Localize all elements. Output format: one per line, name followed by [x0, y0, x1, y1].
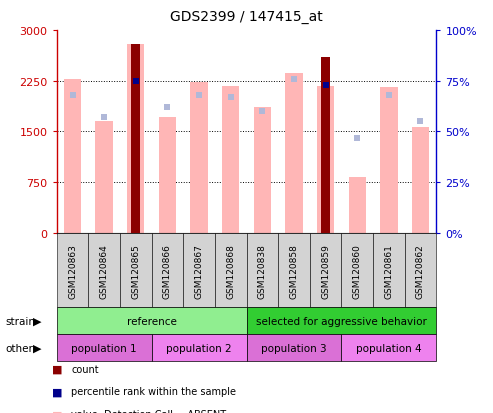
Text: population 1: population 1	[71, 343, 137, 353]
Text: GSM120867: GSM120867	[195, 243, 204, 298]
Text: percentile rank within the sample: percentile rank within the sample	[71, 387, 237, 396]
Bar	[131, 45, 140, 233]
Text: GSM120866: GSM120866	[163, 243, 172, 298]
Text: population 4: population 4	[356, 343, 422, 353]
Text: GSM120859: GSM120859	[321, 243, 330, 298]
Bar	[159, 117, 176, 233]
Text: GSM120865: GSM120865	[131, 243, 141, 298]
Text: ▶: ▶	[33, 316, 41, 326]
Text: GSM120863: GSM120863	[68, 243, 77, 298]
Text: GSM120864: GSM120864	[100, 243, 108, 298]
Text: selected for aggressive behavior: selected for aggressive behavior	[256, 316, 427, 326]
Bar	[127, 45, 144, 233]
Bar	[317, 87, 334, 233]
Bar	[285, 74, 303, 233]
Text: ■: ■	[52, 387, 62, 396]
Text: GSM120868: GSM120868	[226, 243, 235, 298]
Bar	[321, 58, 330, 233]
Bar	[380, 88, 397, 233]
Text: GSM120860: GSM120860	[352, 243, 362, 298]
Text: GSM120838: GSM120838	[258, 243, 267, 298]
Bar	[222, 87, 240, 233]
Bar	[349, 177, 366, 233]
Bar	[412, 128, 429, 233]
Bar	[190, 83, 208, 233]
Text: reference: reference	[127, 316, 176, 326]
Text: strain: strain	[5, 316, 35, 326]
Text: ▶: ▶	[33, 343, 41, 353]
Bar	[253, 108, 271, 233]
Bar	[96, 122, 113, 233]
Text: other: other	[5, 343, 33, 353]
Text: value, Detection Call = ABSENT: value, Detection Call = ABSENT	[71, 409, 227, 413]
Text: ■: ■	[52, 409, 62, 413]
Text: population 2: population 2	[166, 343, 232, 353]
Text: count: count	[71, 364, 99, 374]
Text: GSM120862: GSM120862	[416, 243, 425, 298]
Text: ■: ■	[52, 364, 62, 374]
Text: GDS2399 / 147415_at: GDS2399 / 147415_at	[170, 10, 323, 24]
Text: population 3: population 3	[261, 343, 327, 353]
Text: GSM120858: GSM120858	[289, 243, 298, 298]
Bar	[64, 80, 81, 233]
Text: GSM120861: GSM120861	[385, 243, 393, 298]
